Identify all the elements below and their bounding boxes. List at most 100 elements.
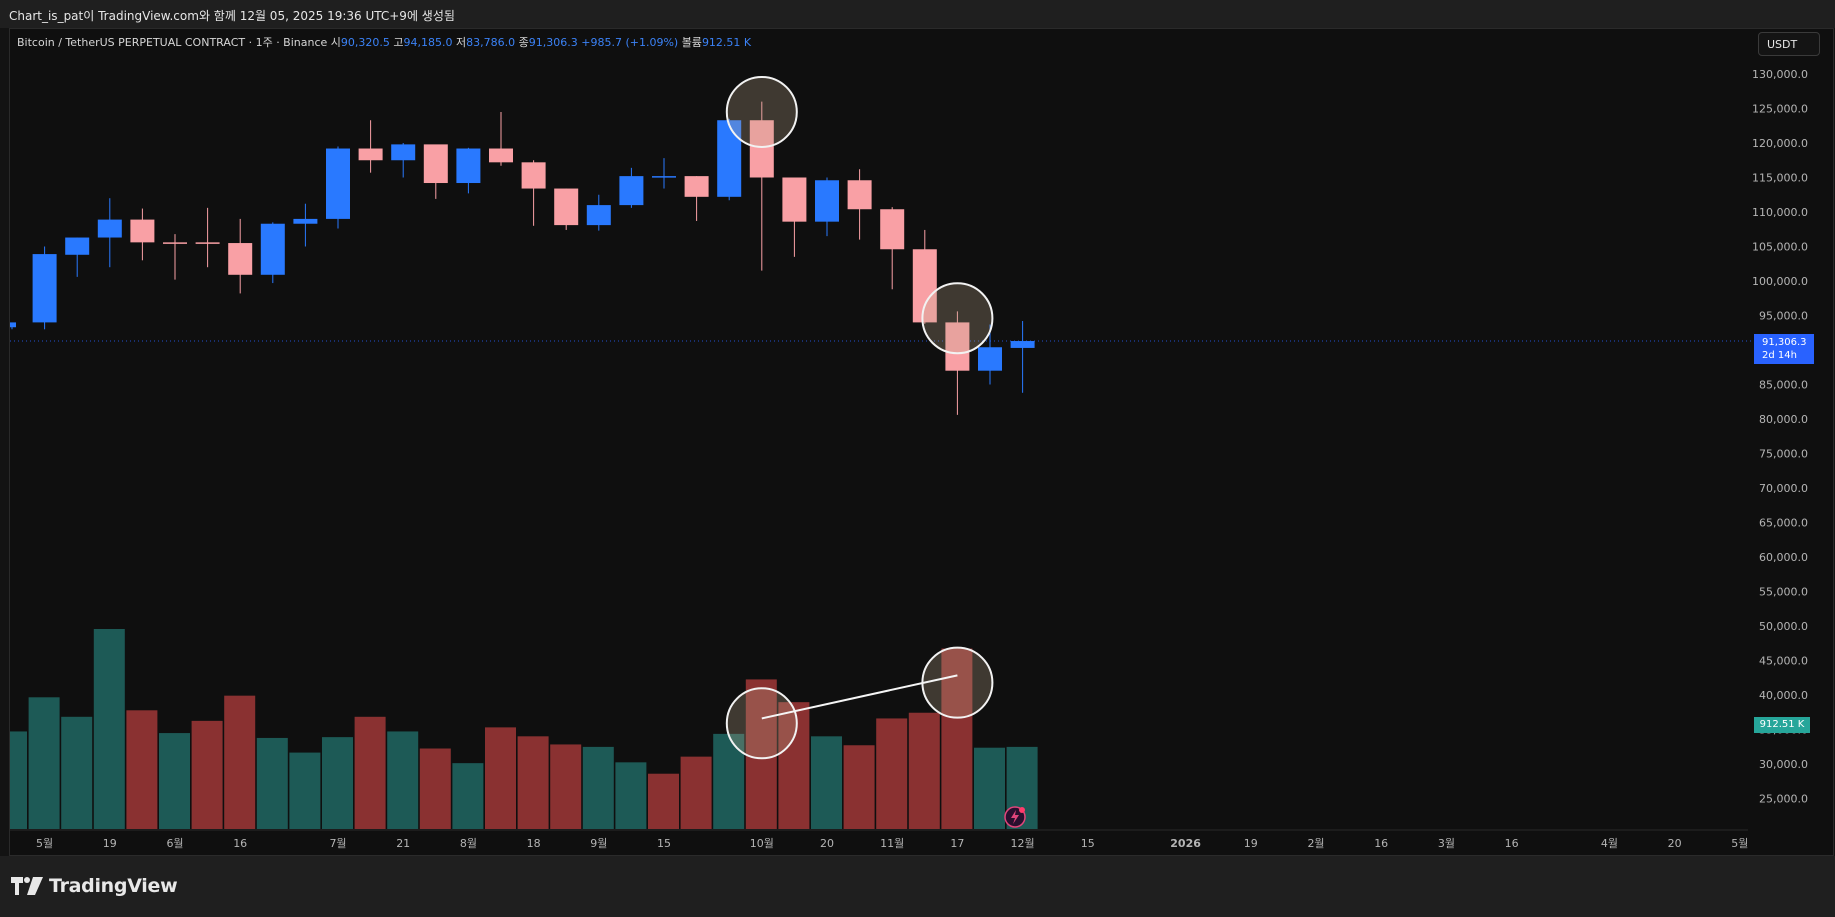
candle-body [912, 249, 937, 323]
price-axis-tick: 65,000.0 [1759, 517, 1808, 530]
volume-bar [126, 710, 158, 829]
volume-bar [680, 756, 712, 829]
price-axis-tick: 125,000.0 [1752, 103, 1808, 116]
currency-button[interactable]: USDT [1758, 32, 1820, 56]
volume-bar [550, 744, 582, 829]
time-axis-label: 15 [1081, 837, 1095, 850]
candle-body [652, 176, 676, 178]
candle-body [847, 180, 872, 210]
close-value: 91,306.3 [528, 36, 578, 49]
candle-body [815, 180, 839, 222]
price-axis-tick: 110,000.0 [1752, 206, 1808, 219]
price-axis-tick: 45,000.0 [1759, 655, 1808, 668]
price-axis-tick: 30,000.0 [1759, 758, 1808, 771]
price-axis-tick: 55,000.0 [1759, 586, 1808, 599]
price-axis-tick: 85,000.0 [1759, 379, 1808, 392]
price-axis-tick: 130,000.0 [1752, 68, 1808, 81]
annotation-circle [921, 282, 994, 355]
time-axis-label: 10월 [750, 837, 774, 850]
price-axis-tick: 50,000.0 [1759, 620, 1808, 633]
change-value: +985.7 (+1.09%) [581, 36, 679, 49]
annotation-circle [725, 75, 798, 148]
bar-countdown: 2d 14h [1762, 350, 1797, 361]
volume-bar [354, 716, 386, 829]
price-axis-tick: 120,000.0 [1752, 137, 1808, 150]
candle-body [130, 219, 155, 243]
candle-body [489, 148, 513, 163]
time-axis-label: 8월 [460, 837, 477, 850]
volume-bar [61, 716, 93, 829]
time-axis-label: 12월 [1011, 837, 1035, 850]
low-label: 저 [456, 36, 467, 49]
candle-body [293, 218, 318, 224]
price-axis-tick: 105,000.0 [1752, 241, 1808, 254]
volume-tag: 912.51 K [1754, 717, 1810, 733]
time-axis-label: 9월 [590, 837, 607, 850]
candle-body [97, 219, 122, 238]
lightning-icon-bolt [1011, 810, 1019, 824]
candle-body [32, 254, 57, 323]
tradingview-logo-icon [11, 877, 43, 895]
candle-body [521, 162, 546, 189]
volume-bar [419, 748, 451, 829]
candle-body [65, 237, 90, 255]
time-axis-label: 16 [233, 837, 247, 850]
time-axis-label: 19 [1244, 837, 1258, 850]
time-axis-label: 16 [1505, 837, 1519, 850]
candle-body [1010, 341, 1035, 348]
last-price-value: 91,306.3 [1762, 337, 1807, 348]
annotation-circle [725, 687, 798, 760]
time-axis-label: 18 [527, 837, 541, 850]
candle-body [619, 176, 644, 206]
tradingview-logo[interactable]: TradingView [11, 875, 178, 897]
time-axis-label: 2월 [1307, 837, 1324, 850]
time-axis-label: 19 [103, 837, 117, 850]
candle-body [717, 120, 742, 197]
volume-bar [615, 762, 647, 829]
open-label: 시 [330, 36, 341, 49]
volume-bar [517, 736, 549, 829]
volume-bar [289, 752, 321, 829]
volume-bar [485, 727, 516, 829]
volume-label: 볼륨 [681, 36, 702, 49]
price-axis-tick: 75,000.0 [1759, 448, 1808, 461]
candle-body [163, 242, 187, 244]
candle-body [10, 322, 16, 328]
volume-bar [10, 731, 27, 829]
time-axis-label: 3월 [1438, 837, 1455, 850]
time-axis-label: 4월 [1601, 837, 1618, 850]
price-axis-tick: 70,000.0 [1759, 482, 1808, 495]
price-axis-tick: 100,000.0 [1752, 275, 1808, 288]
top-bar: Chart_is_pat이 TradingView.com와 함께 12월 05… [0, 0, 1835, 28]
volume-bar [224, 695, 256, 829]
price-axis-tick: 60,000.0 [1759, 551, 1808, 564]
time-axis-label: 15 [657, 837, 671, 850]
lightning-icon-dot [1019, 807, 1025, 813]
volume-bar [811, 736, 842, 829]
candle-body [749, 120, 774, 178]
time-axis-label: 7월 [329, 837, 346, 850]
symbol-legend: Bitcoin / TetherUS PERPETUAL CONTRACT · … [17, 34, 751, 50]
candle-body [880, 209, 905, 250]
volume-bar [582, 746, 614, 829]
volume-bar [908, 712, 940, 829]
candle-body [945, 322, 970, 371]
attribution-text: Chart_is_pat이 TradingView.com와 함께 12월 05… [9, 9, 455, 23]
close-label: 종 [518, 36, 529, 49]
candle-body [586, 205, 611, 226]
time-axis-label: 17 [950, 837, 964, 850]
candle-body [358, 148, 383, 161]
volume-bar [28, 697, 60, 829]
candle-body [456, 148, 481, 184]
candle-body [391, 144, 416, 161]
volume-value: 912.51 K [701, 36, 752, 49]
volume-bar [745, 679, 777, 829]
candle-body [684, 176, 709, 197]
volume-bar [974, 747, 1005, 829]
price-axis-tick: 80,000.0 [1759, 413, 1808, 426]
low-value: 83,786.0 [466, 36, 516, 49]
time-axis-label: 20 [820, 837, 834, 850]
open-value: 90,320.5 [340, 36, 390, 49]
high-value: 94,185.0 [403, 36, 453, 49]
